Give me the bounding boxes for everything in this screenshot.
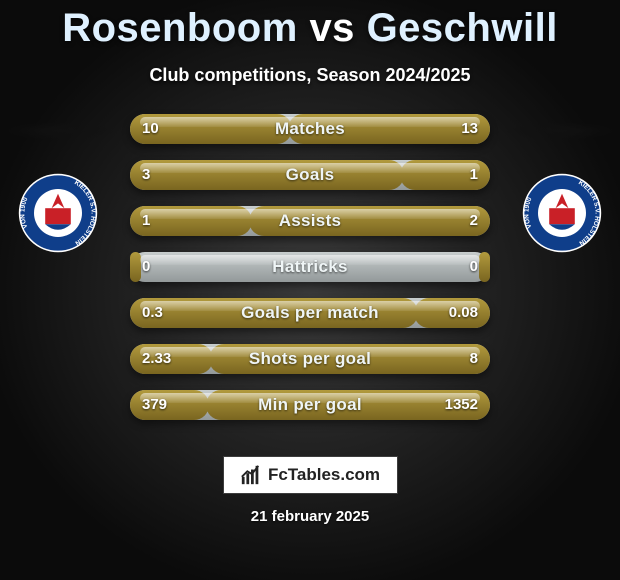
player-left-name: Rosenboom [62,6,298,50]
stat-row: 0Hattricks0 [130,252,490,282]
stat-bars: 10Matches133Goals11Assists20Hattricks00.… [130,114,490,436]
stat-value-right: 2 [470,206,478,236]
stat-row: 0.3Goals per match0.08 [130,298,490,328]
shadow-right [505,122,615,140]
stat-label: Matches [130,114,490,144]
stat-value-right: 0 [470,252,478,282]
stat-row: 3Goals1 [130,160,490,190]
stat-row: 10Matches13 [130,114,490,144]
brand-badge: FcTables.com [223,456,398,494]
stat-value-right: 1 [470,160,478,190]
club-badge-left: KIELER S.V. HOLSTEIN VON 1900 [18,173,98,253]
subtitle: Club competitions, Season 2024/2025 [0,65,620,86]
chart-icon [240,464,262,486]
stats-arena: KIELER S.V. HOLSTEIN VON 1900 KIELER S.V… [0,108,620,448]
stat-value-right: 0.08 [449,298,478,328]
stat-row: 1Assists2 [130,206,490,236]
vs-text: vs [309,6,355,50]
stat-label: Goals [130,160,490,190]
brand-text: FcTables.com [268,465,380,485]
club-badge-right: KIELER S.V. HOLSTEIN VON 1900 [522,173,602,253]
stat-value-right: 8 [470,344,478,374]
stat-value-right: 1352 [445,390,478,420]
comparison-date: 21 february 2025 [0,508,620,525]
stat-label: Hattricks [130,252,490,282]
stat-value-right: 13 [461,114,478,144]
stat-label: Goals per match [130,298,490,328]
stat-label: Shots per goal [130,344,490,374]
stat-row: 379Min per goal1352 [130,390,490,420]
stat-row: 2.33Shots per goal8 [130,344,490,374]
stat-label: Assists [130,206,490,236]
stat-label: Min per goal [130,390,490,420]
shadow-left [5,122,115,140]
player-right-name: Geschwill [367,6,558,50]
comparison-title: Rosenboom vs Geschwill [0,0,620,51]
